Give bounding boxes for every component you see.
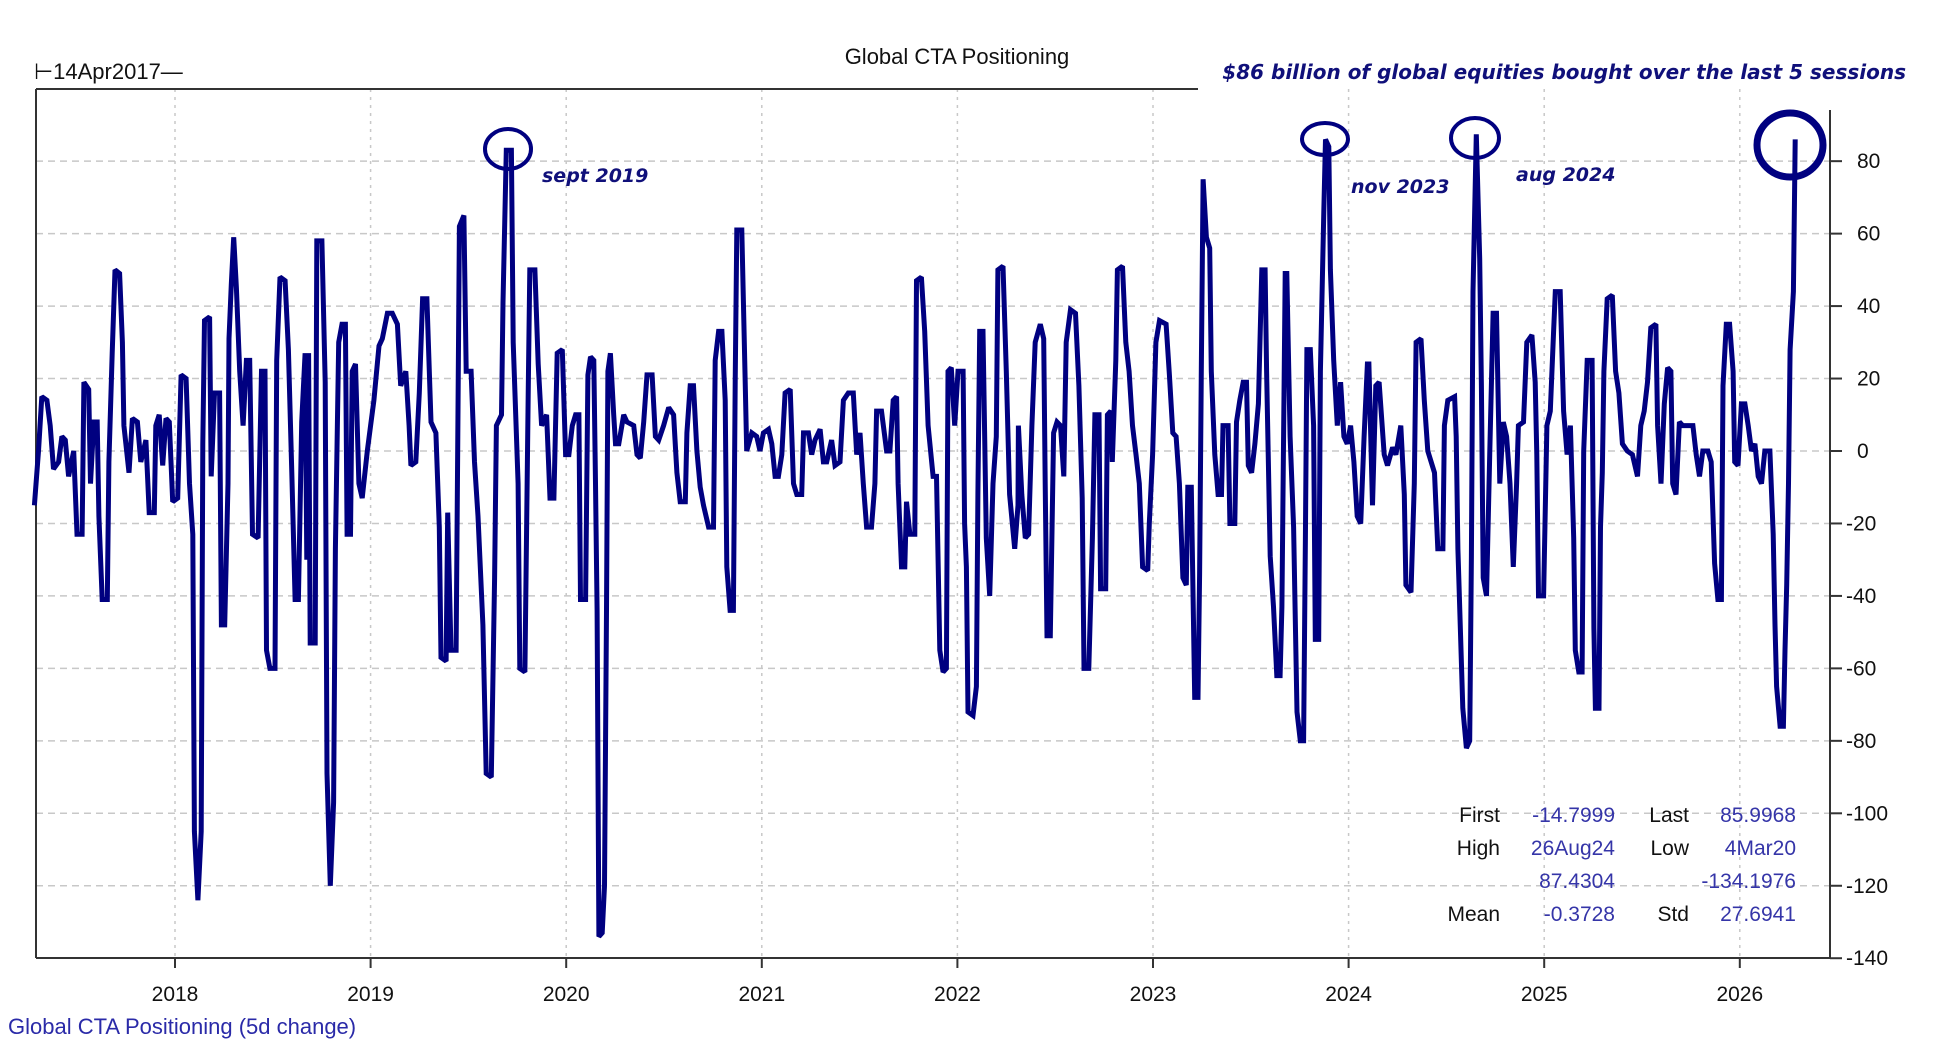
stat-low-label: Low	[1650, 837, 1689, 860]
legend-entry: Global CTA Positioning (5d change)	[8, 1014, 356, 1039]
stats-box: First -14.7999 Last 85.9968 High 26Aug24…	[1447, 804, 1796, 926]
x-tick-labels: 2018 2019 2020 2021 2022 2023 2024 2025 2026	[152, 958, 1763, 1006]
y-tick-label: 20	[1857, 368, 1880, 391]
y-tick-label: -20	[1846, 512, 1876, 535]
y-tick-labels: 80 60 40 20 0 -20 -40 -60 -80 -100 -120 -140	[1830, 150, 1888, 970]
stat-std-value: 27.6941	[1720, 903, 1796, 926]
annotation-circle-nov-2023	[1300, 121, 1350, 157]
y-tick-label: -120	[1846, 875, 1888, 898]
stat-mean-value: -0.3728	[1544, 903, 1615, 926]
grid	[36, 89, 1830, 958]
stat-first-value: -14.7999	[1532, 804, 1615, 827]
stat-last-label: Last	[1649, 804, 1689, 827]
y-tick-label: -60	[1846, 657, 1876, 680]
x-tick-label: 2019	[347, 983, 394, 1006]
stat-first-label: First	[1459, 804, 1500, 827]
y-tick-label: 0	[1857, 440, 1869, 463]
annotation-sept-2019: sept 2019	[542, 165, 648, 187]
x-tick-label: 2026	[1716, 983, 1763, 1006]
y-tick-label: 60	[1857, 223, 1880, 246]
x-tick-label: 2023	[1130, 983, 1177, 1006]
stat-last-value: 85.9968	[1720, 804, 1796, 827]
y-tick-label: 40	[1857, 295, 1880, 318]
annotation-circle-latest	[1753, 109, 1827, 181]
x-tick-label: 2020	[543, 983, 590, 1006]
x-tick-label: 2021	[738, 983, 785, 1006]
annotation-circle-aug-2024	[1449, 116, 1501, 160]
chart-title: Global CTA Positioning	[845, 44, 1070, 69]
axes	[35, 88, 1831, 959]
x-tick-label: 2025	[1521, 983, 1568, 1006]
stat-low-value: -134.1976	[1701, 870, 1796, 893]
y-tick-label: -80	[1846, 730, 1876, 753]
stat-high-label: High	[1457, 837, 1500, 860]
stat-std-label: Std	[1657, 903, 1689, 926]
y-tick-label: -40	[1846, 585, 1876, 608]
stat-mean-label: Mean	[1447, 903, 1500, 926]
y-tick-label: -140	[1846, 947, 1888, 970]
start-date-label: ⊢14Apr2017—	[34, 59, 183, 84]
x-tick-label: 2022	[934, 983, 981, 1006]
annotation-aug-2024: aug 2024	[1516, 164, 1615, 186]
series-line	[31, 134, 1798, 939]
x-tick-label: 2024	[1325, 983, 1372, 1006]
annotation-nov-2023: nov 2023	[1351, 176, 1449, 198]
stat-high-date: 26Aug24	[1531, 837, 1615, 860]
y-tick-label: 80	[1857, 150, 1880, 173]
stat-high-value: 87.4304	[1539, 870, 1615, 893]
annotation-circle-sept-2019	[483, 127, 533, 171]
annotations: sept 2019 nov 2023 aug 2024	[483, 109, 1827, 198]
stat-low-date: 4Mar20	[1725, 837, 1796, 860]
headline-annotation: $86 billion of global equities bought ov…	[1222, 60, 1906, 84]
x-tick-label: 2018	[152, 983, 199, 1006]
y-tick-label: -100	[1846, 802, 1888, 825]
